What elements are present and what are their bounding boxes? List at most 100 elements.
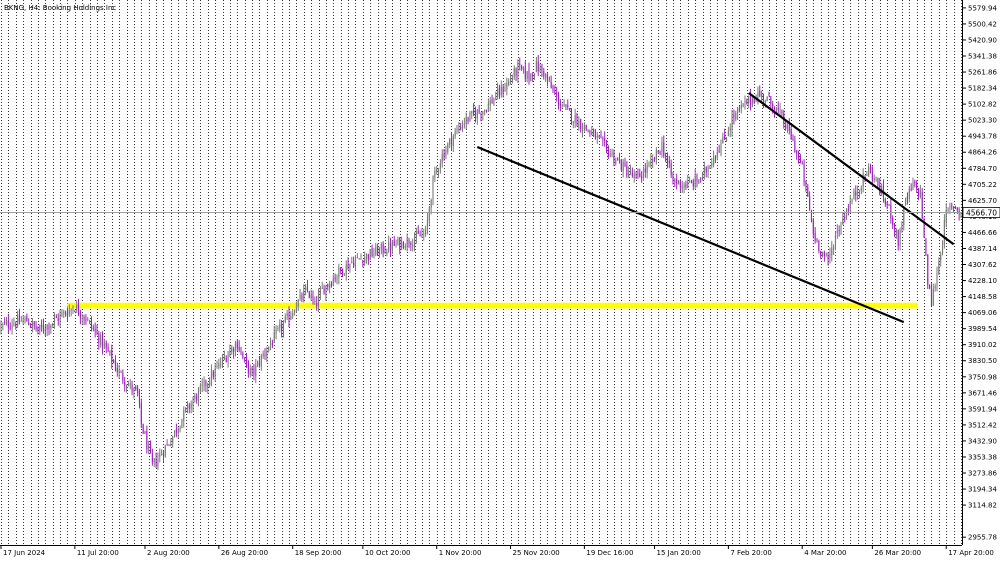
candle-bear (450, 138, 453, 145)
candle-bull (413, 239, 416, 246)
candle-bear (389, 243, 392, 251)
candle-bull (268, 346, 270, 351)
candle-bull (905, 197, 907, 205)
x-tick-label: 2 Aug 20:00 (147, 549, 190, 557)
candle-bear (42, 325, 45, 331)
candle-bear (594, 130, 597, 140)
candle-bear (57, 317, 59, 321)
candle-bull (934, 286, 936, 289)
candle-bear (580, 118, 582, 130)
candle-bear (111, 349, 113, 363)
candle-bear (107, 347, 109, 352)
candle-bear (105, 342, 107, 348)
candle-bull (945, 210, 947, 223)
candle-bull (711, 163, 713, 166)
candle-bear (884, 199, 886, 205)
candle-bear (916, 182, 918, 189)
candle-bull (388, 241, 390, 251)
candle-bull (764, 100, 766, 104)
candle-bull (834, 234, 837, 249)
candle-bear (624, 163, 626, 167)
candle-bull (757, 92, 759, 103)
candle-bull (633, 174, 635, 178)
candle-bull (89, 320, 91, 322)
candle-bull (484, 109, 486, 112)
candle-bear (330, 284, 333, 286)
candle-bull (857, 192, 859, 194)
candle-bull (833, 248, 835, 250)
candle-bear (85, 319, 87, 322)
candle-bear (225, 357, 227, 362)
candle-bull (234, 343, 237, 351)
y-tick-label: 3750.98 (968, 373, 997, 381)
candle-bear (626, 165, 628, 176)
candle-bear (98, 333, 100, 344)
candle-bear (29, 326, 32, 328)
trendlines (476, 92, 955, 324)
candle-bull (452, 136, 454, 146)
y-tick-label: 5182.34 (968, 85, 997, 93)
candle-bull (779, 109, 781, 111)
candle-bull (209, 382, 211, 386)
y-tick-label: 3591.94 (968, 405, 997, 413)
candle-bull (197, 389, 200, 401)
candle-bear (607, 146, 609, 156)
candle-bear (41, 325, 43, 327)
candle-bull (249, 368, 251, 375)
candle-bear (382, 243, 384, 253)
candle-bull (5, 320, 8, 324)
candle-bull (194, 395, 196, 400)
candle-bear (605, 142, 608, 147)
trendline-upper (748, 92, 955, 246)
candle-bear (679, 181, 681, 188)
candle-bull (508, 81, 510, 85)
candle-bull (269, 343, 272, 345)
candle-bull (471, 110, 473, 114)
candle-bull (609, 153, 611, 157)
candle-bull (76, 305, 78, 311)
candle-bull (231, 347, 233, 353)
candle-bull (899, 229, 901, 247)
candle-bull (652, 158, 654, 163)
candle-bear (137, 387, 139, 394)
candle-bull (203, 380, 205, 387)
candle-bull (735, 112, 737, 120)
candle-bear (491, 99, 493, 104)
candle-bear (927, 254, 929, 286)
candle-bull (786, 123, 789, 129)
candle-bear (733, 114, 735, 118)
candle-bear (541, 65, 543, 71)
candle-bear (515, 68, 517, 75)
support-zone (67, 302, 918, 309)
candle-bear (890, 204, 892, 219)
candle-bull (319, 289, 321, 294)
candle-bear (474, 112, 477, 119)
candle-bull (454, 131, 456, 137)
candle-bull (360, 258, 362, 260)
candle-bull (650, 160, 652, 165)
candle-bull (530, 73, 532, 82)
candle-bear (567, 105, 569, 108)
candle-bull (22, 319, 24, 323)
candle-bear (377, 246, 379, 256)
x-tick-label: 11 Jul 20:00 (77, 549, 119, 557)
candle-bull (940, 254, 942, 261)
candle-bull (683, 184, 685, 187)
candle-bull (829, 254, 831, 259)
candle-bear (35, 325, 37, 330)
candle-bear (367, 254, 369, 260)
candle-bull (495, 98, 497, 100)
candle-bull (336, 276, 338, 281)
candle-bull (286, 313, 288, 317)
candle-bear (124, 381, 126, 386)
y-tick-label: 3512.42 (968, 421, 997, 429)
candle-bear (593, 130, 595, 132)
candle-bear (781, 111, 783, 113)
candle-bull (255, 365, 257, 377)
candle-bull (853, 191, 855, 199)
candle-bull (164, 445, 166, 457)
candle-bull (229, 350, 231, 357)
candle-bull (428, 208, 430, 221)
